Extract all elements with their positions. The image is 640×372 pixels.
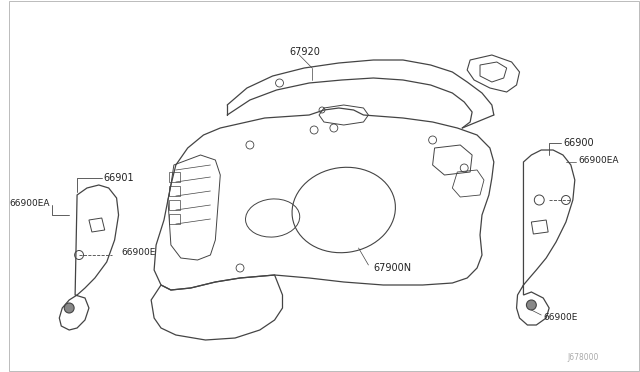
Text: 66901: 66901 — [104, 173, 134, 183]
Text: 66900EA: 66900EA — [579, 155, 620, 164]
Circle shape — [64, 303, 74, 313]
Text: 66900E: 66900E — [543, 314, 577, 323]
Text: 66900EA: 66900EA — [9, 199, 49, 208]
Text: 67900N: 67900N — [373, 263, 412, 273]
Text: 66900E: 66900E — [122, 247, 156, 257]
Circle shape — [527, 300, 536, 310]
Text: 66900: 66900 — [563, 138, 593, 148]
Text: J678000: J678000 — [567, 353, 598, 362]
Text: 67920: 67920 — [289, 47, 320, 57]
